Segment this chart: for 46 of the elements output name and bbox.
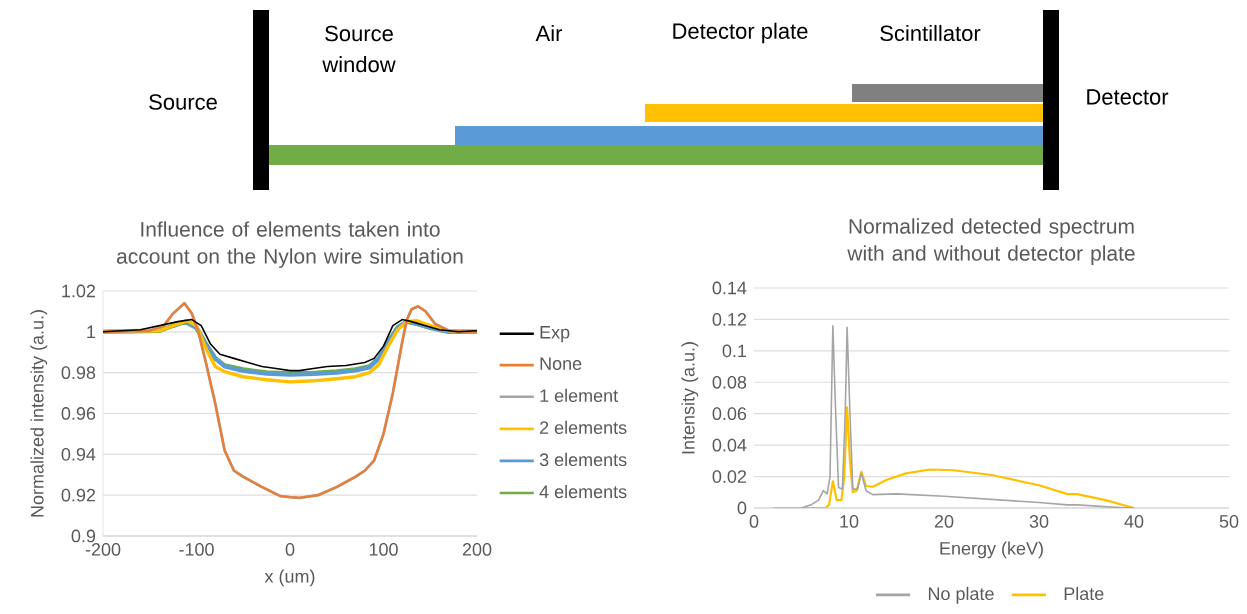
legend-label: None <box>540 357 582 370</box>
y-tick-label: 0.14 <box>712 281 747 295</box>
x-tick-label: 100 <box>369 543 398 556</box>
x-tick-label: 40 <box>1124 515 1144 528</box>
legend-label: 3 elements <box>539 452 627 467</box>
y-tick-label: 0.1 <box>722 344 747 358</box>
y-tick-label: 0.9 <box>71 529 96 543</box>
x-tick-label: 20 <box>934 515 954 528</box>
legend-label: No plate <box>928 586 994 604</box>
text: Detector plate <box>673 22 808 44</box>
y-axis-title: Intensity (a.u.) <box>681 342 699 454</box>
legend-label: 2 elements <box>540 420 627 435</box>
legend-label: 1 element <box>540 388 618 403</box>
x-tick-label: 10 <box>840 515 859 528</box>
source-note: Source window <box>322 25 396 73</box>
y-tick-label: 0.92 <box>61 488 96 502</box>
x-tick-label: 200 <box>462 543 492 556</box>
y-tick-label: 0.12 <box>712 313 747 326</box>
y-tick-label: 0.06 <box>712 407 747 421</box>
text: Source <box>149 94 217 110</box>
y-tick-label: 0.96 <box>61 407 96 420</box>
y-tick-label: 0.98 <box>61 366 96 380</box>
x-tick-label: 30 <box>1029 515 1049 528</box>
legend-label: Exp <box>540 326 570 343</box>
legend-label: Plate <box>1064 586 1104 601</box>
text: Scintillator <box>880 24 981 42</box>
x-axis-title: Energy (keV) <box>940 541 1043 559</box>
y-tick-label: 0.08 <box>712 375 747 389</box>
x-tick-label: 0 <box>285 543 295 556</box>
y-tick-label: 1 <box>87 325 96 339</box>
chart-title: Normalized detected spectrum with and without detector plate <box>847 218 1135 265</box>
y-tick-label: 0.02 <box>712 470 747 483</box>
x-tick-label: -100 <box>179 543 214 556</box>
x-axis-title: x (um) <box>264 569 315 587</box>
x-tick-label: 50 <box>1219 515 1239 528</box>
text: Detector <box>1087 89 1169 105</box>
y-tick-label: 0 <box>737 501 747 515</box>
y-tick-label: 0.94 <box>61 447 96 461</box>
text: Air <box>535 25 563 41</box>
x-tick-label: 0 <box>749 515 759 528</box>
legend-label: 4 elements <box>539 484 627 499</box>
y-tick-label: 1.02 <box>62 284 96 298</box>
chart-title: Influence of elements taken into account on the Nylon wire simulation <box>116 221 463 268</box>
y-axis-title: Normalized intensity (a.u.) <box>30 310 48 517</box>
y-tick-label: 0.04 <box>712 438 747 452</box>
x-tick-label: -200 <box>85 543 121 556</box>
